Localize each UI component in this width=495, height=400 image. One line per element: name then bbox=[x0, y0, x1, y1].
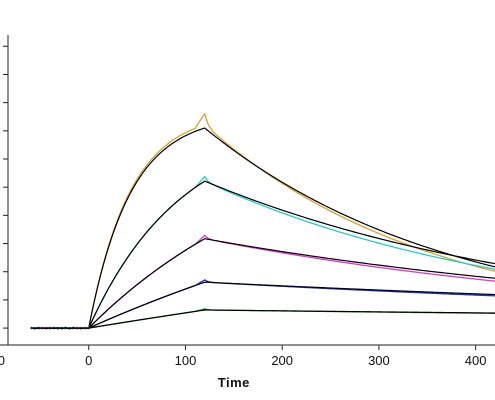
measured-curve-0 bbox=[30, 112, 495, 330]
fit-curve-7 bbox=[30, 281, 495, 329]
x-axis-title: Time bbox=[218, 375, 250, 390]
x-tick-label-2: 100 bbox=[175, 353, 197, 368]
curves bbox=[30, 112, 495, 330]
measured-curve-2 bbox=[30, 175, 495, 330]
fit-curve-5 bbox=[30, 238, 495, 329]
x-tick-label-5: 400 bbox=[465, 353, 487, 368]
fit-curve-9 bbox=[30, 309, 495, 329]
fit-curve-3 bbox=[30, 180, 495, 329]
x-tick-label-0: -100 bbox=[0, 353, 5, 368]
x-tick-label-3: 200 bbox=[271, 353, 293, 368]
fit-curve-1 bbox=[30, 127, 495, 329]
x-tick-label-4: 300 bbox=[368, 353, 390, 368]
axes: -100 0 100 200 300 400 bbox=[0, 35, 495, 368]
x-tick-label-1: 0 bbox=[85, 353, 92, 368]
